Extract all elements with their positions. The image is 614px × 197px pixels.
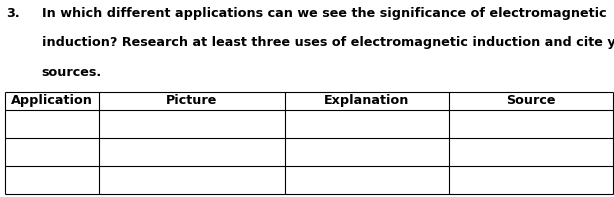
Text: Application: Application [11,94,93,107]
Text: Picture: Picture [166,94,217,107]
Text: 3.: 3. [6,7,20,20]
Text: Explanation: Explanation [324,94,410,107]
Text: induction? Research at least three uses of electromagnetic induction and cite yo: induction? Research at least three uses … [42,36,614,49]
Text: In which different applications can we see the significance of electromagnetic: In which different applications can we s… [42,7,607,20]
Text: Source: Source [506,94,556,107]
Text: sources.: sources. [42,66,102,79]
